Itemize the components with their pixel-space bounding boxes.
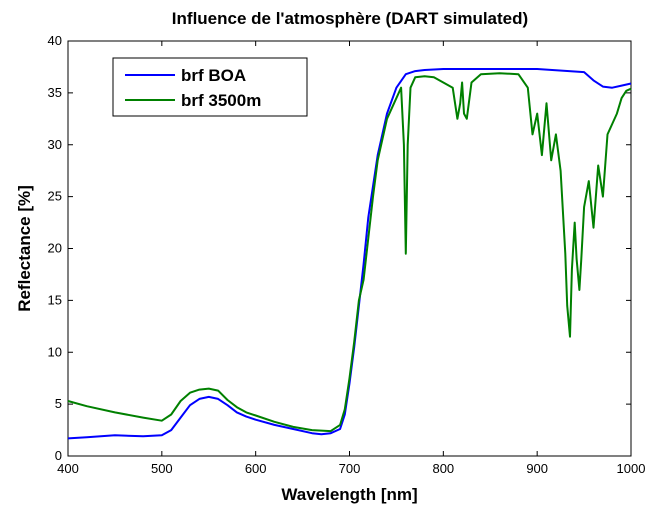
legend-box [112,57,308,117]
series-line [67,68,632,440]
y-tick-label: 20 [48,241,62,256]
x-axis-label: Wavelength [nm] [281,485,417,504]
x-axis: 400 500 600 700 800 900 1000 [57,41,645,476]
x-tick-label: 900 [526,461,548,476]
y-tick-label: 35 [48,85,62,100]
x-tick-label: 500 [151,461,173,476]
y-tick-label: 10 [48,344,62,359]
y-tick-label: 15 [48,292,62,307]
x-tick-label: 800 [432,461,454,476]
y-axis-label: Reflectance [%] [15,185,34,312]
series-group [67,68,632,440]
y-tick-label: 25 [48,189,62,204]
legend: brf BOA brf 3500m [112,57,308,117]
chart-title: Influence de l'atmosphère (DART simulate… [172,9,528,28]
x-tick-label: 1000 [617,461,646,476]
y-tick-label: 5 [55,396,62,411]
y-tick-label: 0 [55,448,62,463]
x-tick-label: 600 [245,461,267,476]
y-tick-label: 40 [48,33,62,48]
legend-label: brf 3500m [181,91,261,110]
series-line [67,72,632,433]
y-tick-label: 30 [48,137,62,152]
y-axis: 0 5 10 15 20 25 30 35 40 [48,33,631,463]
x-tick-label: 400 [57,461,79,476]
legend-label: brf BOA [181,66,246,85]
x-tick-label: 700 [339,461,361,476]
